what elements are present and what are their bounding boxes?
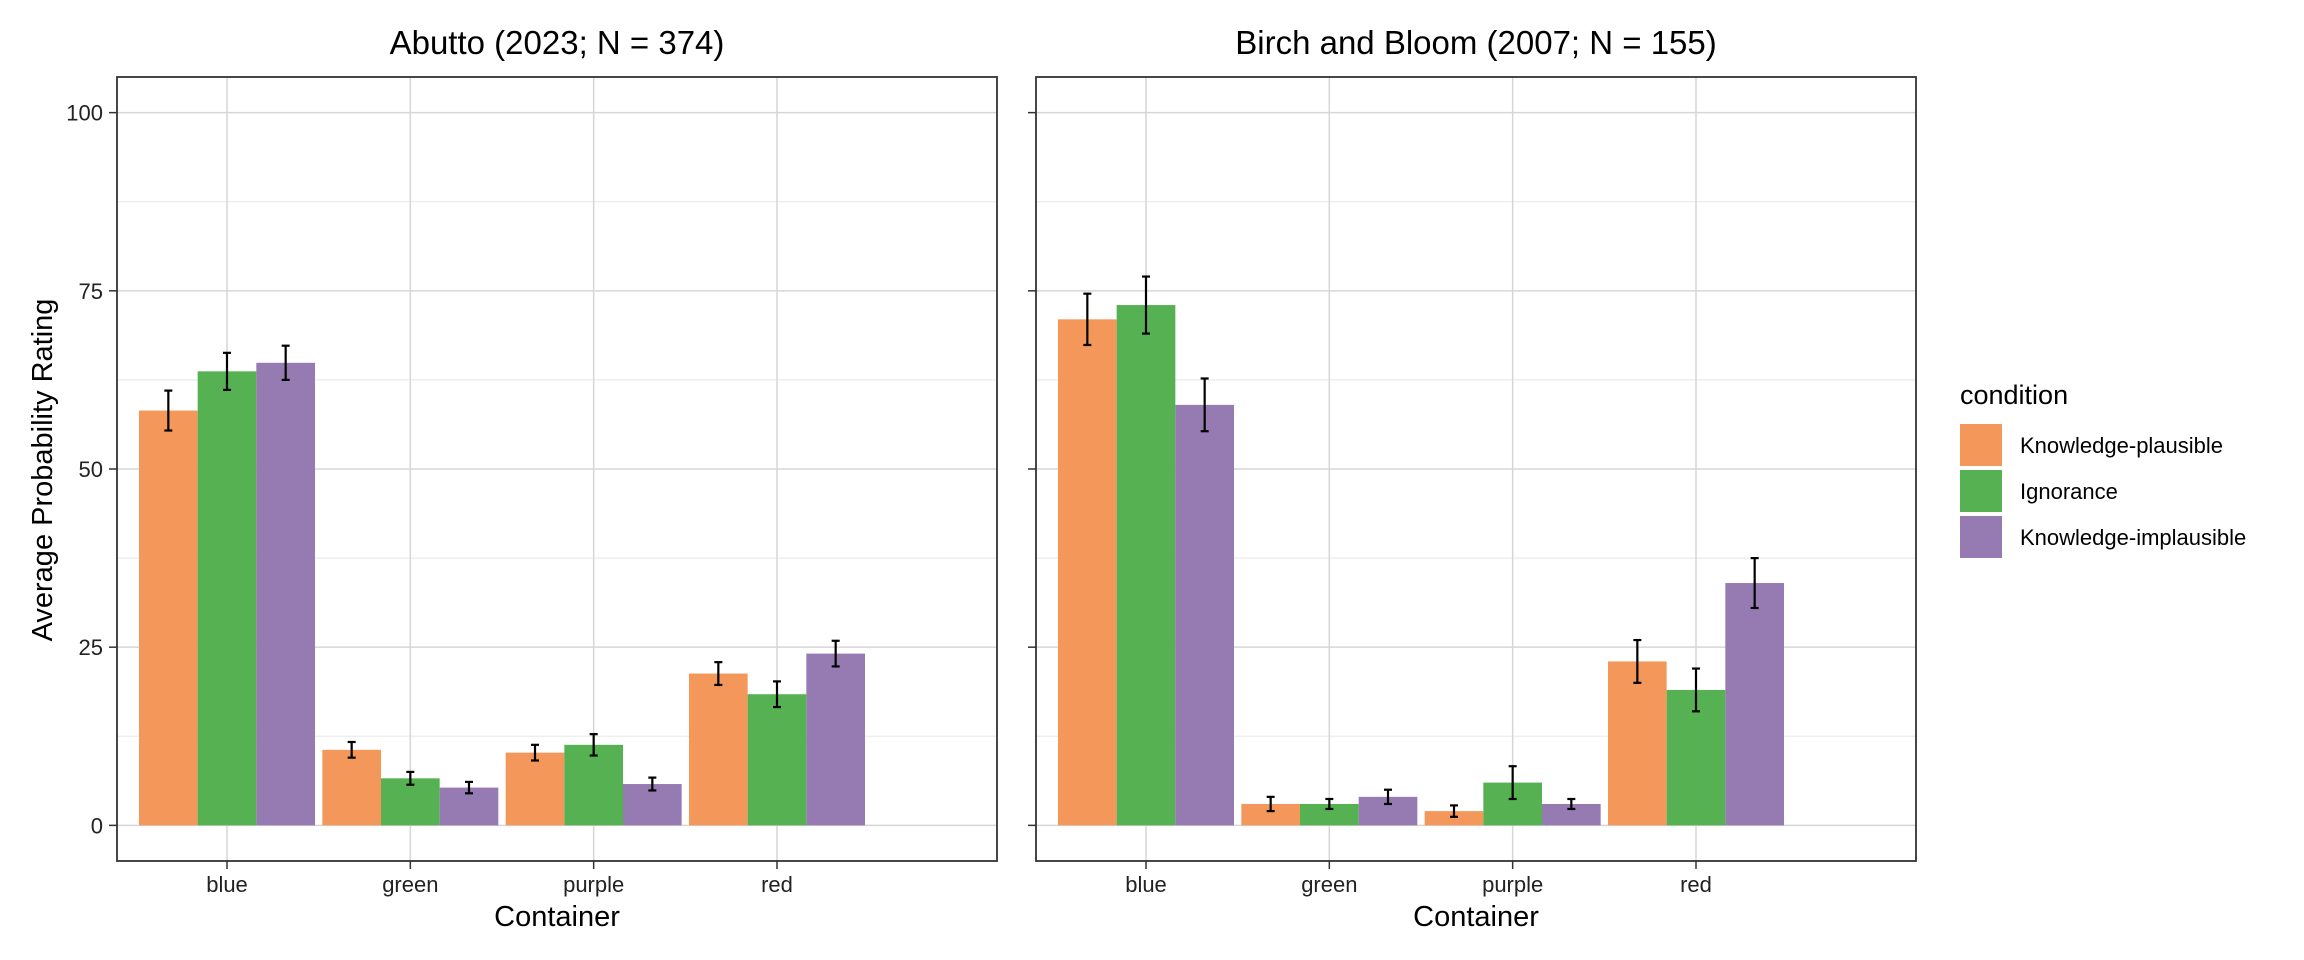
- bar: [1175, 404, 1234, 826]
- bar: [322, 749, 381, 826]
- bar: [1058, 319, 1117, 826]
- legend-swatch: [1960, 470, 2002, 512]
- bar: [689, 673, 748, 826]
- bar: [381, 778, 440, 826]
- bar: [505, 752, 565, 826]
- bar: [1300, 803, 1359, 826]
- bar: [1241, 803, 1300, 826]
- legend-entry-label: Knowledge-implausible: [2020, 525, 2246, 550]
- bar: [1542, 803, 1601, 826]
- legend-entry-label: Knowledge-plausible: [2020, 433, 2223, 458]
- x-tick-label: blue: [206, 872, 248, 897]
- bar: [1666, 689, 1726, 826]
- x-tick-label: green: [382, 872, 438, 897]
- chart-panel-1: 0 25 50 75 100 blue green purple red Abutto (2023…: [66, 24, 998, 933]
- x-tick-label: purple: [1482, 872, 1543, 897]
- x-tick-label: red: [761, 872, 793, 897]
- bar: [747, 694, 807, 826]
- y-tick-label: 75: [79, 279, 103, 304]
- y-tick-label: 50: [79, 457, 103, 482]
- bar: [564, 744, 623, 826]
- panel-title: Abutto (2023; N = 374): [390, 24, 725, 61]
- panel-title: Birch and Bloom (2007; N = 155): [1235, 24, 1717, 61]
- x-axis-label: Container: [494, 901, 620, 933]
- legend-title: condition: [1960, 380, 2068, 410]
- bar: [1116, 305, 1176, 826]
- bar: [139, 410, 198, 826]
- legend-swatch: [1960, 516, 2002, 558]
- bar: [256, 362, 315, 826]
- x-axis-label: Container: [1413, 901, 1539, 933]
- legend-swatch: [1960, 424, 2002, 466]
- bar: [197, 371, 257, 826]
- x-tick-label: red: [1680, 872, 1712, 897]
- bar: [1725, 583, 1784, 826]
- chart-panel-2: blue green purple red Birch and Bloom (2007;…: [1028, 24, 1917, 933]
- y-tick-label: 100: [66, 101, 103, 126]
- x-tick-label: green: [1301, 872, 1357, 897]
- bar: [1424, 811, 1484, 826]
- y-tick-label: 25: [79, 635, 103, 660]
- bar: [1608, 661, 1667, 826]
- panels-layer: 0 25 50 75 100 blue green purple red Abutto (2023…: [66, 24, 1917, 933]
- legend: condition Knowledge-plausible Ignorance Kn…: [1960, 380, 2246, 558]
- y-tick-label: 0: [91, 813, 103, 838]
- legend-entry-label: Ignorance: [2020, 479, 2118, 504]
- bar: [806, 653, 865, 826]
- x-tick-label: purple: [563, 872, 624, 897]
- x-tick-label: blue: [1125, 872, 1167, 897]
- y-axis-label: Average Probability Rating: [27, 299, 59, 642]
